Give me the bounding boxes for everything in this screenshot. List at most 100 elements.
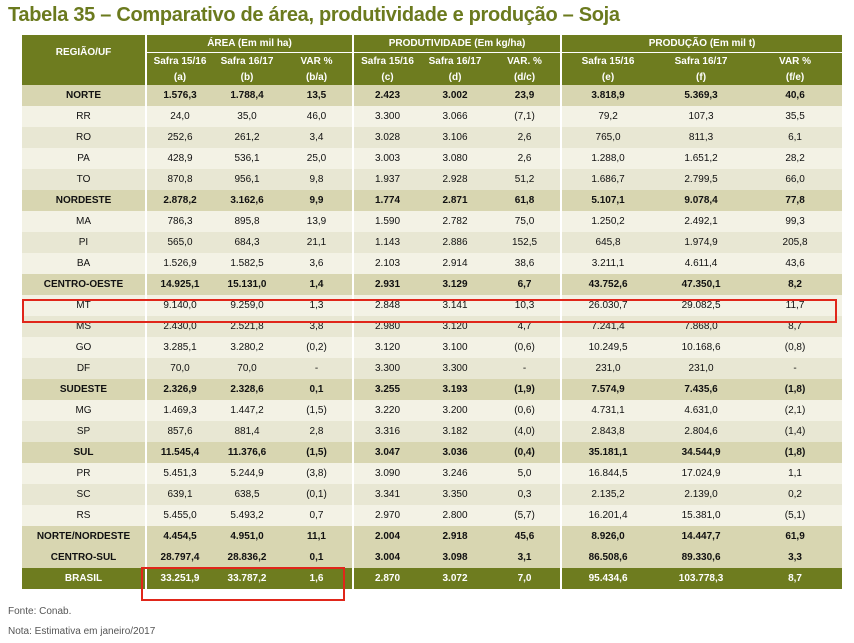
table-row: RO 252,6 261,2 3,4 3.028 3.106 2,6 765,0 811,3 6,… (22, 127, 843, 148)
table-cell: 3.141 (421, 295, 490, 316)
table-cell: 2.004 (352, 526, 422, 547)
table-cell: 89.330,6 (654, 547, 749, 568)
table-cell: 3.002 (421, 85, 490, 106)
table-cell: 3.280,2 (213, 337, 281, 358)
table-cell: 99,3 (748, 211, 843, 232)
table-row: RR 24,0 35,0 46,0 3.300 3.066 (7,1) 79,2 107,3 35… (22, 106, 843, 127)
table-cell: 3.129 (421, 274, 490, 295)
table-cell: 86.508,6 (560, 547, 655, 568)
table-cell: 205,8 (748, 232, 843, 253)
table-cell: 8,2 (748, 274, 843, 295)
table-cell: 2.800 (421, 505, 490, 526)
column-code: (b/a) (281, 69, 354, 85)
header-row-groups: REGIÃO/UF ÁREA (Em mil ha) PRODUTIVIDADE… (22, 35, 843, 69)
table-cell: 3.285,1 (145, 337, 213, 358)
table-cell: (0,4) (489, 442, 562, 463)
table-cell: 45,6 (489, 526, 562, 547)
region-name: MT (22, 295, 146, 316)
table-cell: 3,3 (748, 547, 843, 568)
table-cell: 1.590 (352, 211, 422, 232)
column-code: (d) (421, 69, 490, 85)
region-header: REGIÃO/UF (22, 35, 146, 69)
table-cell: 15.131,0 (213, 274, 281, 295)
table-cell: 1.788,4 (213, 85, 281, 106)
table-cell: (7,1) (489, 106, 562, 127)
region-name: PI (22, 232, 146, 253)
table-cell: 24,0 (145, 106, 213, 127)
region-name: NORTE (22, 85, 146, 106)
table-cell: 5.369,3 (654, 85, 749, 106)
table-cell: 2.799,5 (654, 169, 749, 190)
area-group-header: ÁREA (Em mil ha) (144, 35, 354, 53)
table-cell: 2.423 (352, 85, 422, 106)
table-cell: 11,7 (748, 295, 843, 316)
table-cell: 261,2 (213, 127, 281, 148)
table-cell: 3.120 (352, 337, 422, 358)
table-cell: 2.326,9 (145, 379, 213, 400)
table-cell: 3.818,9 (560, 85, 655, 106)
table-cell: 2.430,0 (145, 316, 213, 337)
table-cell: (1,5) (281, 442, 354, 463)
table-cell: (2,1) (748, 400, 843, 421)
table-cell: 428,9 (145, 148, 213, 169)
table-cell: 1,6 (281, 568, 354, 589)
table-row: MS 2.430,0 2.521,8 3,8 2.980 3.120 4,7 7.241,4 7… (22, 316, 843, 337)
table-cell: 0,1 (281, 547, 354, 568)
region-name: SC (22, 484, 146, 505)
subheader: Safra 15/16 (352, 52, 422, 69)
table-cell: 639,1 (145, 484, 213, 505)
table-cell: (0,8) (748, 337, 843, 358)
table-cell: 7.574,9 (560, 379, 655, 400)
table-cell: 3.350 (421, 484, 490, 505)
region-name: DF (22, 358, 146, 379)
table-cell: 1.651,2 (654, 148, 749, 169)
table-cell: 14.925,1 (145, 274, 213, 295)
table-row: PA 428,9 536,1 25,0 3.003 3.080 2,6 1.288,0 1.65… (22, 148, 843, 169)
subheader: Safra 16/17 (654, 52, 749, 69)
table-cell: 3.193 (421, 379, 490, 400)
column-code: (c) (352, 69, 422, 85)
table-cell: 1.974,9 (654, 232, 749, 253)
table-cell: 638,5 (213, 484, 281, 505)
table-cell: 231,0 (560, 358, 655, 379)
table-cell: 15.381,0 (654, 505, 749, 526)
table-cell: 26.030,7 (560, 295, 655, 316)
table-cell: (0,6) (489, 337, 562, 358)
table-cell: 9.140,0 (145, 295, 213, 316)
column-code: (b) (213, 69, 281, 85)
table-cell: 2.878,2 (145, 190, 213, 211)
table-cell: 3.047 (352, 442, 422, 463)
table-cell: 786,3 (145, 211, 213, 232)
table-cell: 3.211,1 (560, 253, 655, 274)
table-cell: 2.328,6 (213, 379, 281, 400)
table-cell: 2.521,8 (213, 316, 281, 337)
column-code: (f/e) (748, 69, 843, 85)
table-cell: 1.526,9 (145, 253, 213, 274)
table-cell: 33.787,2 (213, 568, 281, 589)
table-cell: 61,9 (748, 526, 843, 547)
table-cell: 1.774 (352, 190, 422, 211)
table-row: MA 786,3 895,8 13,9 1.590 2.782 75,0 1.250,2 2.4… (22, 211, 843, 232)
table-cell: (5,1) (748, 505, 843, 526)
table-cell: (1,8) (748, 442, 843, 463)
table-cell: 1.937 (352, 169, 422, 190)
table-cell: 3.255 (352, 379, 422, 400)
table-cell: 8,7 (748, 568, 843, 589)
table-cell: 2.870 (352, 568, 422, 589)
region-name: CENTRO-OESTE (22, 274, 146, 295)
table-cell: 895,8 (213, 211, 281, 232)
table-row: BA 1.526,9 1.582,5 3,6 2.103 2.914 38,6 3.211,1… (22, 253, 843, 274)
table-cell: 3,1 (489, 547, 562, 568)
table-cell: 0,2 (748, 484, 843, 505)
table-cell: (0,1) (281, 484, 354, 505)
table-cell: 811,3 (654, 127, 749, 148)
table-cell: 3.106 (421, 127, 490, 148)
table-cell: 43,6 (748, 253, 843, 274)
table-cell: 4.951,0 (213, 526, 281, 547)
subheader: Safra 15/16 (145, 52, 213, 69)
table-cell: 6,1 (748, 127, 843, 148)
table-cell: 9.259,0 (213, 295, 281, 316)
table-cell: 1.288,0 (560, 148, 655, 169)
table-cell: (4,0) (489, 421, 562, 442)
table-cell: 8.926,0 (560, 526, 655, 547)
